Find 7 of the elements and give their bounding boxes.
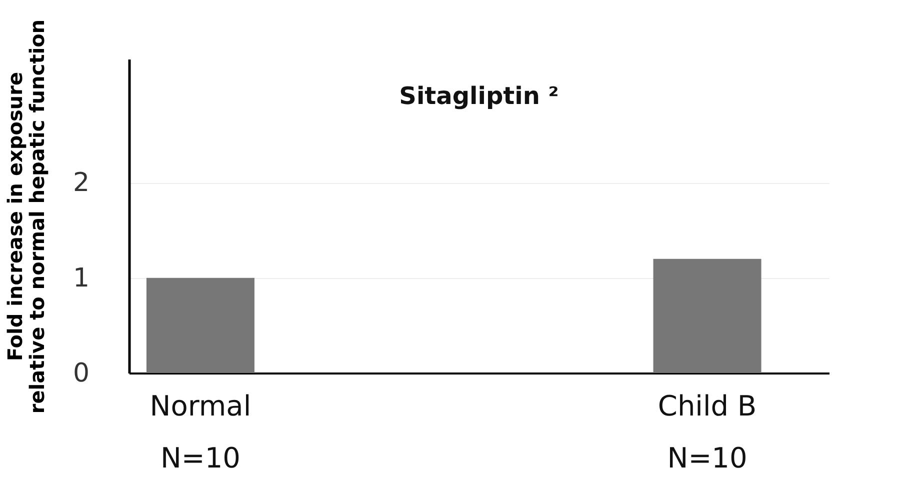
y-axis-title: Fold increase in exposure relative to normal hepatic function [2,19,49,414]
y-tick-label: 0 [72,358,90,388]
y-tick-label: 2 [72,168,90,198]
x-tick-label: Normal N=10 [150,390,252,474]
text: Sitagliptin ² [399,82,559,110]
y-tick-label: 1 [72,263,90,294]
x-tick-label: Child B N=10 [658,390,757,474]
